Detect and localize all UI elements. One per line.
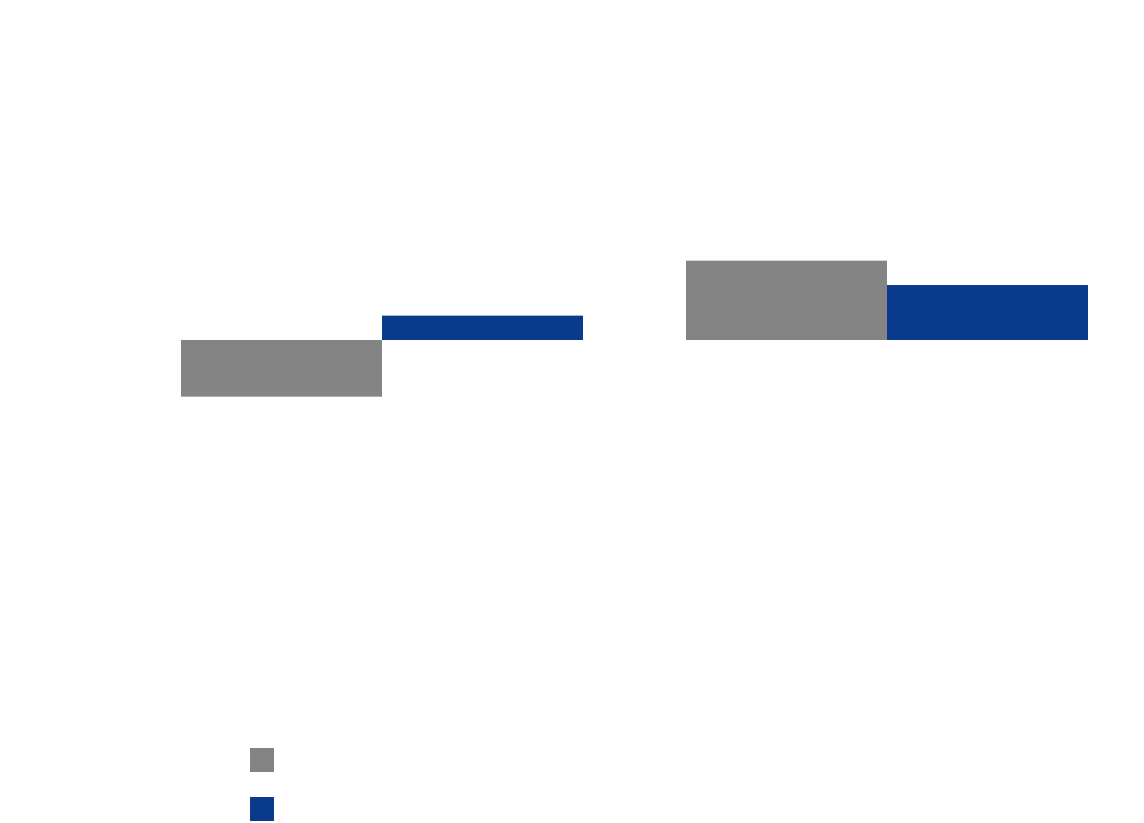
bars-layer bbox=[181, 260, 1088, 397]
legend-swatch-series-2 bbox=[250, 797, 274, 821]
bar-series-1-category-1 bbox=[181, 340, 382, 397]
legend bbox=[250, 748, 274, 821]
bar-series-2-category-2 bbox=[887, 285, 1088, 340]
bar-series-1-category-2 bbox=[686, 260, 887, 340]
bar-series-2-category-1 bbox=[382, 315, 583, 340]
legend-swatch-series-1 bbox=[250, 748, 274, 772]
